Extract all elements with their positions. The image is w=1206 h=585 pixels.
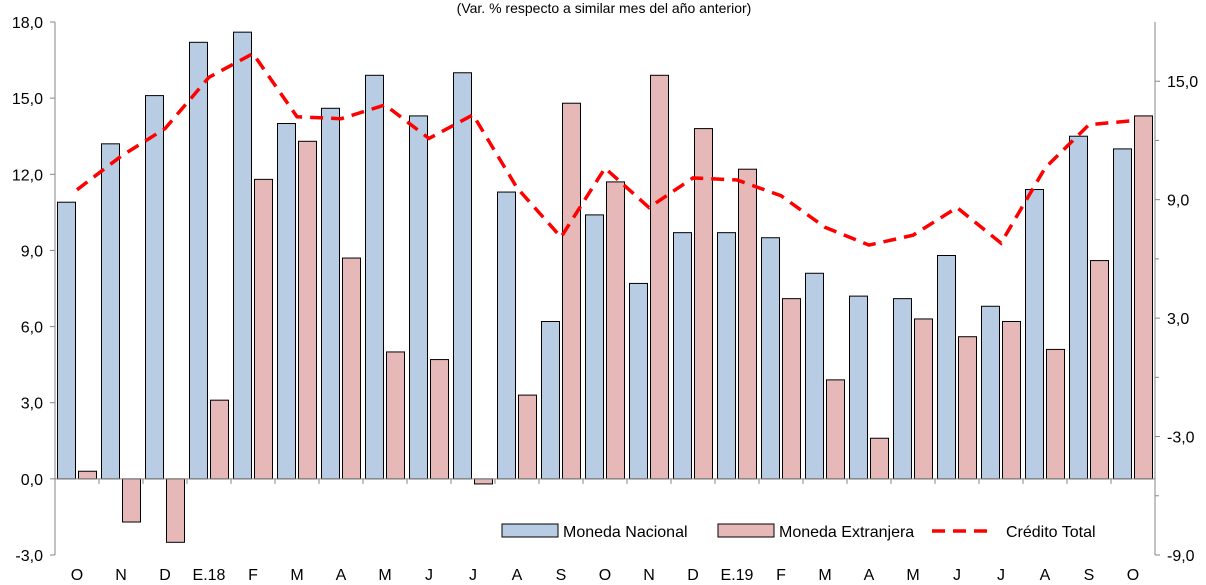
bar-moneda-extranjera: [562, 102, 581, 480]
bar-moneda-nacional: [937, 255, 956, 480]
category-label: A: [336, 567, 347, 584]
right-axis-tick-label: 9,0: [1167, 193, 1189, 210]
bar-moneda-nacional: [365, 74, 384, 480]
left-axis-tick-label: 9,0: [21, 243, 43, 260]
category-label: S: [556, 567, 567, 584]
category-label: J: [953, 567, 961, 584]
bar-moneda-nacional: [849, 295, 868, 480]
bar-moneda-nacional: [805, 272, 824, 480]
category-label: D: [687, 567, 699, 584]
category-label: S: [1084, 567, 1095, 584]
bar-moneda-extranjera: [210, 399, 229, 480]
bar-moneda-extranjera: [1134, 115, 1153, 480]
category-label: O: [599, 567, 611, 584]
left-axis-tick-label: 3,0: [21, 396, 43, 413]
right-axis-tick-label: 3,0: [1167, 311, 1189, 328]
bar-moneda-nacional: [761, 237, 780, 480]
category-label: M: [378, 567, 391, 584]
bar-moneda-extranjera: [1002, 320, 1021, 480]
category-label: F: [248, 567, 258, 584]
bar-moneda-extranjera: [342, 257, 361, 480]
bar-moneda-extranjera: [122, 478, 141, 523]
bar-moneda-extranjera: [430, 359, 449, 480]
bar-moneda-nacional: [453, 72, 472, 480]
bar-moneda-nacional: [321, 107, 340, 480]
bar-moneda-nacional: [277, 123, 296, 480]
bar-moneda-nacional: [717, 232, 736, 480]
bar-moneda-extranjera: [738, 168, 757, 480]
category-label: A: [1040, 567, 1051, 584]
bar-moneda-nacional: [145, 95, 164, 480]
bar-moneda-extranjera: [1046, 348, 1065, 480]
bar-moneda-extranjera: [606, 181, 625, 480]
left-axis-tick-label: 18,0: [12, 15, 43, 32]
bar-moneda-nacional: [1069, 135, 1088, 480]
category-label: O: [71, 567, 83, 584]
legend-item-moneda-nacional-swatch: [501, 523, 559, 538]
bars-layer: [57, 31, 1153, 543]
bar-moneda-extranjera: [474, 478, 493, 485]
legend: Moneda Nacional Moneda Extranjera Crédito …: [501, 523, 1096, 541]
bar-moneda-nacional: [497, 191, 516, 480]
bar-moneda-extranjera: [386, 351, 405, 480]
category-label: M: [818, 567, 831, 584]
left-axis-tick-label: -3,0: [15, 548, 43, 565]
category-label: N: [643, 567, 655, 584]
bar-moneda-extranjera: [298, 140, 317, 480]
category-label: J: [469, 567, 477, 584]
right-axis-tick-label: 15,0: [1167, 74, 1198, 91]
bar-moneda-nacional: [101, 143, 120, 480]
axes-layer: -3,0 0,0 3,0 6,0 9,0 12,0 15,0 18,0 -9,0 -3,0 3,0 9…: [12, 15, 1198, 584]
category-label: D: [159, 567, 171, 584]
legend-item-credito-total-label: Crédito Total: [1006, 524, 1096, 541]
bar-moneda-extranjera: [650, 74, 669, 480]
right-axis-tick-label: -3,0: [1167, 430, 1195, 447]
category-label: M: [290, 567, 303, 584]
category-label: O: [1127, 567, 1139, 584]
bar-moneda-nacional: [409, 115, 428, 480]
bar-moneda-nacional: [233, 31, 252, 480]
right-axis-tick-label: -9,0: [1167, 548, 1195, 565]
line-layer: [75, 51, 1134, 247]
bar-moneda-extranjera: [694, 128, 713, 480]
category-label: M: [906, 567, 919, 584]
bar-moneda-extranjera: [782, 298, 801, 480]
bar-moneda-extranjera: [518, 394, 537, 480]
legend-item-moneda-extranjera-label: Moneda Extranjera: [779, 524, 914, 541]
bar-moneda-extranjera: [78, 470, 97, 480]
bar-moneda-extranjera: [958, 336, 977, 480]
bar-moneda-nacional: [57, 201, 76, 480]
left-axis-tick-label: 6,0: [21, 320, 43, 337]
left-axis-tick-label: 15,0: [12, 91, 43, 108]
category-label: E.19: [721, 567, 754, 584]
bar-moneda-extranjera: [914, 318, 933, 480]
bar-moneda-extranjera: [254, 178, 273, 480]
bar-moneda-nacional: [673, 232, 692, 480]
legend-item-moneda-nacional-label: Moneda Nacional: [563, 524, 688, 541]
category-label: E.18: [193, 567, 226, 584]
category-label: A: [512, 567, 523, 584]
bar-moneda-nacional: [1025, 189, 1044, 480]
bar-moneda-nacional: [585, 214, 604, 480]
category-label: J: [997, 567, 1005, 584]
legend-item-moneda-extranjera-swatch: [717, 523, 775, 538]
bar-moneda-nacional: [629, 282, 648, 480]
category-label: J: [425, 567, 433, 584]
bar-moneda-nacional: [541, 320, 560, 480]
bar-moneda-extranjera: [870, 437, 889, 480]
category-label: F: [776, 567, 786, 584]
category-label: N: [115, 567, 127, 584]
chart-subtitle: (Var. % respecto a similar mes del año a…: [457, 0, 752, 16]
left-axis-tick-label: 12,0: [12, 167, 43, 184]
bar-moneda-nacional: [981, 305, 1000, 480]
bar-moneda-nacional: [893, 298, 912, 480]
bar-moneda-extranjera: [826, 379, 845, 480]
category-label: A: [864, 567, 875, 584]
bar-moneda-extranjera: [166, 478, 185, 543]
bar-moneda-extranjera: [1090, 260, 1109, 480]
bar-moneda-nacional: [1113, 148, 1132, 480]
left-axis-tick-label: 0,0: [21, 472, 43, 489]
bar-moneda-nacional: [189, 41, 208, 480]
